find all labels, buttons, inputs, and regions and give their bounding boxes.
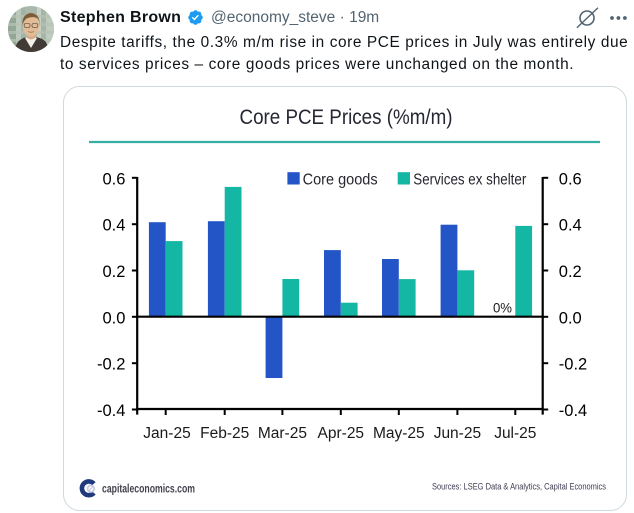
- svg-text:Jun-25: Jun-25: [434, 425, 481, 442]
- svg-text:Sources: LSEG Data & Analytics: Sources: LSEG Data & Analytics, Capital …: [432, 482, 606, 492]
- svg-text:0.2: 0.2: [102, 263, 125, 281]
- svg-text:-0.4: -0.4: [97, 402, 125, 420]
- svg-text:Jan-25: Jan-25: [143, 425, 190, 442]
- svg-text:0.2: 0.2: [559, 263, 582, 281]
- svg-text:0.0: 0.0: [559, 309, 582, 327]
- svg-text:0.0: 0.0: [102, 309, 125, 327]
- svg-text:capitaleconomics.com: capitaleconomics.com: [102, 484, 195, 496]
- svg-text:0.6: 0.6: [102, 170, 125, 188]
- svg-text:-0.4: -0.4: [559, 402, 587, 420]
- svg-text:Services ex shelter: Services ex shelter: [413, 172, 526, 189]
- svg-text:Core goods: Core goods: [303, 172, 378, 189]
- svg-text:0%: 0%: [493, 300, 512, 316]
- svg-text:Jul-25: Jul-25: [494, 425, 536, 442]
- svg-text:Feb-25: Feb-25: [200, 425, 249, 442]
- svg-text:Mar-25: Mar-25: [258, 425, 307, 442]
- svg-text:0.6: 0.6: [559, 170, 582, 188]
- svg-text:0.4: 0.4: [559, 217, 582, 235]
- svg-text:-0.2: -0.2: [559, 356, 587, 374]
- svg-text:-0.2: -0.2: [97, 356, 125, 374]
- svg-text:May-25: May-25: [373, 425, 425, 442]
- svg-text:Core PCE Prices (%m/m): Core PCE Prices (%m/m): [240, 106, 453, 129]
- svg-text:0.4: 0.4: [102, 217, 125, 235]
- svg-text:Apr-25: Apr-25: [318, 425, 365, 442]
